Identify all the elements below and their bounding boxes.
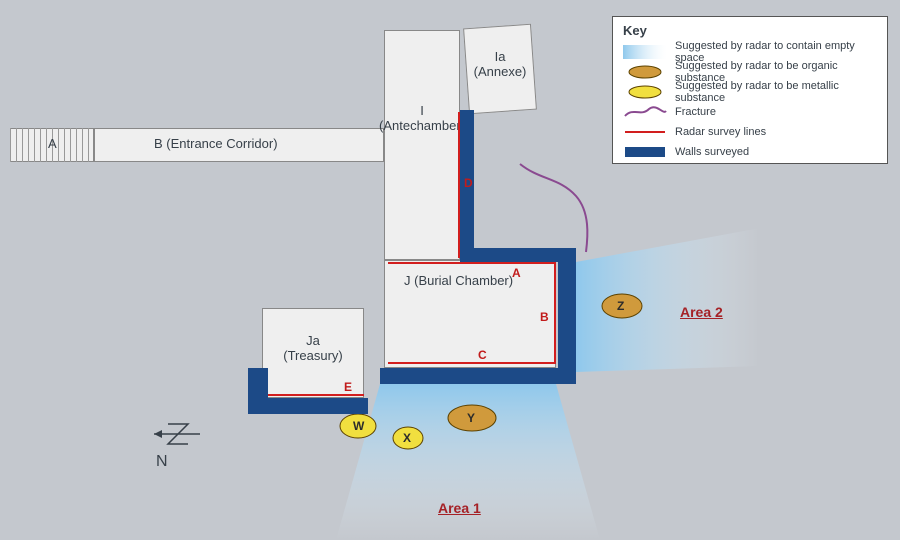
wall-surveyed — [460, 248, 570, 262]
stair-line — [64, 128, 66, 162]
legend-label: Fracture — [675, 106, 716, 118]
svg-text:N: N — [156, 453, 168, 470]
survey-line-D — [458, 112, 460, 258]
wall-surveyed — [248, 398, 368, 414]
wall-surveyed — [380, 368, 576, 384]
legend-swatch — [623, 45, 667, 59]
detection-label-X: X — [403, 431, 411, 445]
legend-label: Walls surveyed — [675, 146, 749, 158]
stair-line — [16, 128, 18, 162]
legend-row: Fracture — [623, 102, 877, 122]
stair-line — [76, 128, 78, 162]
stair-line — [10, 128, 12, 162]
stair-line — [40, 128, 42, 162]
survey-line-A — [388, 262, 554, 264]
legend-label: Suggested by radar to be metallic substa… — [675, 80, 877, 104]
legend-swatch — [623, 145, 667, 159]
legend-row: Suggested by radar to contain empty spac… — [623, 42, 877, 62]
legend-swatch — [623, 125, 667, 139]
label-antechamber: I (Antechamber) — [378, 104, 466, 134]
survey-line-E — [268, 394, 364, 396]
fracture — [520, 164, 587, 252]
legend-box: Key Suggested by radar to contain empty … — [612, 16, 888, 164]
stair-line — [22, 128, 24, 162]
empty-space-area — [576, 228, 760, 372]
label-annexe: Ia (Annexe) — [472, 50, 528, 80]
label-burial: J (Burial Chamber) — [404, 274, 513, 289]
legend-title: Key — [623, 23, 877, 38]
legend-label: Radar survey lines — [675, 126, 766, 138]
area-label: Area 1 — [438, 500, 481, 516]
survey-letter-E: E — [344, 380, 352, 394]
label-treasury: Ja (Treasury) — [282, 334, 344, 364]
stair-line — [70, 128, 72, 162]
legend-swatch — [623, 65, 667, 79]
label-corridor: B (Entrance Corridor) — [154, 137, 278, 152]
legend-swatch — [623, 105, 667, 119]
area-label: Area 2 — [680, 304, 723, 320]
survey-letter-D: D — [464, 176, 473, 190]
stair-line — [28, 128, 30, 162]
survey-line-C — [388, 362, 554, 364]
survey-letter-C: C — [478, 348, 487, 362]
compass: N — [150, 414, 210, 487]
detection-label-W: W — [353, 419, 364, 433]
wall-surveyed — [558, 248, 576, 378]
legend-row: Walls surveyed — [623, 142, 877, 162]
stair-line — [88, 128, 90, 162]
detection-label-Y: Y — [467, 411, 475, 425]
legend-row: Suggested by radar to be organic substan… — [623, 62, 877, 82]
survey-letter-A: A — [512, 266, 521, 280]
legend-row: Radar survey lines — [623, 122, 877, 142]
label-stairs: A — [48, 137, 57, 152]
stair-line — [58, 128, 60, 162]
survey-letter-B: B — [540, 310, 549, 324]
room-antechamber — [384, 30, 460, 260]
detection-label-Z: Z — [617, 299, 624, 313]
survey-line-B — [554, 262, 556, 364]
legend-swatch — [623, 85, 667, 99]
legend-row: Suggested by radar to be metallic substa… — [623, 82, 877, 102]
stair-line — [82, 128, 84, 162]
stair-line — [34, 128, 36, 162]
